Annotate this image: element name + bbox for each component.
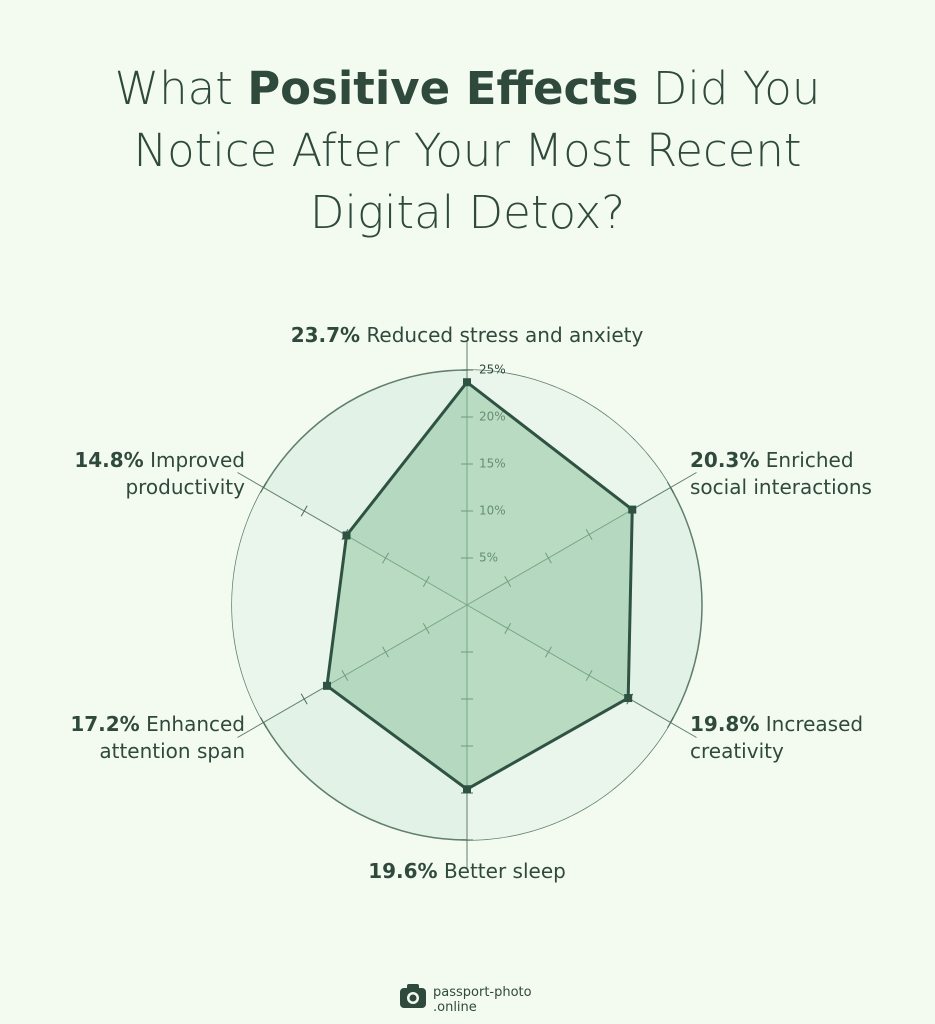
- radar-point: [322, 681, 331, 690]
- tick-mark: [260, 482, 267, 493]
- tick-mark: [300, 693, 308, 705]
- axis-label: 19.8% Increased creativity: [690, 711, 900, 765]
- axis-label: 19.6% Better sleep: [267, 858, 667, 885]
- r-tick-label: 25%: [479, 363, 506, 377]
- category-label: Improved productivity: [125, 448, 245, 499]
- title-bold: Positive Effects: [247, 62, 639, 115]
- value-label: 17.2%: [70, 712, 140, 736]
- radar-point: [342, 531, 351, 540]
- tick-mark: [260, 717, 267, 728]
- category-label: Reduced stress and anxiety: [366, 323, 644, 347]
- value-label: 14.8%: [74, 448, 144, 472]
- radar-point: [463, 378, 471, 387]
- axis-label: 14.8% Improved productivity: [35, 447, 245, 501]
- axis-label: 23.7% Reduced stress and anxiety: [267, 322, 667, 349]
- tick-mark: [667, 717, 674, 728]
- value-label: 19.6%: [368, 859, 438, 883]
- brand: passport-photo .online: [433, 985, 532, 1015]
- axis-label: 20.3% Enriched social interactions: [690, 447, 900, 501]
- axis-label: 17.2% Enhanced attention span: [35, 711, 245, 765]
- radar-point: [463, 785, 471, 794]
- category-label: Better sleep: [443, 859, 566, 883]
- title-text: What: [114, 62, 233, 115]
- category-label: Increased creativity: [690, 712, 864, 763]
- value-label: 19.8%: [690, 712, 760, 736]
- value-label: 20.3%: [690, 448, 760, 472]
- value-label: 23.7%: [290, 323, 361, 347]
- brand-domain: .online: [433, 1000, 477, 1015]
- radar-point: [628, 505, 637, 514]
- tick-mark: [300, 505, 308, 517]
- logo-icon: [400, 984, 426, 1008]
- chart-title: What Positive Effects Did You Notice Aft…: [60, 58, 875, 244]
- title-text: Did You Notice After Your Most Recent Di…: [133, 62, 821, 239]
- tick-mark: [667, 482, 674, 493]
- radar-point: [624, 694, 633, 703]
- brand-name: passport-photo: [433, 985, 532, 1000]
- category-label: Enhanced attention span: [99, 712, 245, 763]
- category-label: Enriched social interactions: [690, 448, 872, 499]
